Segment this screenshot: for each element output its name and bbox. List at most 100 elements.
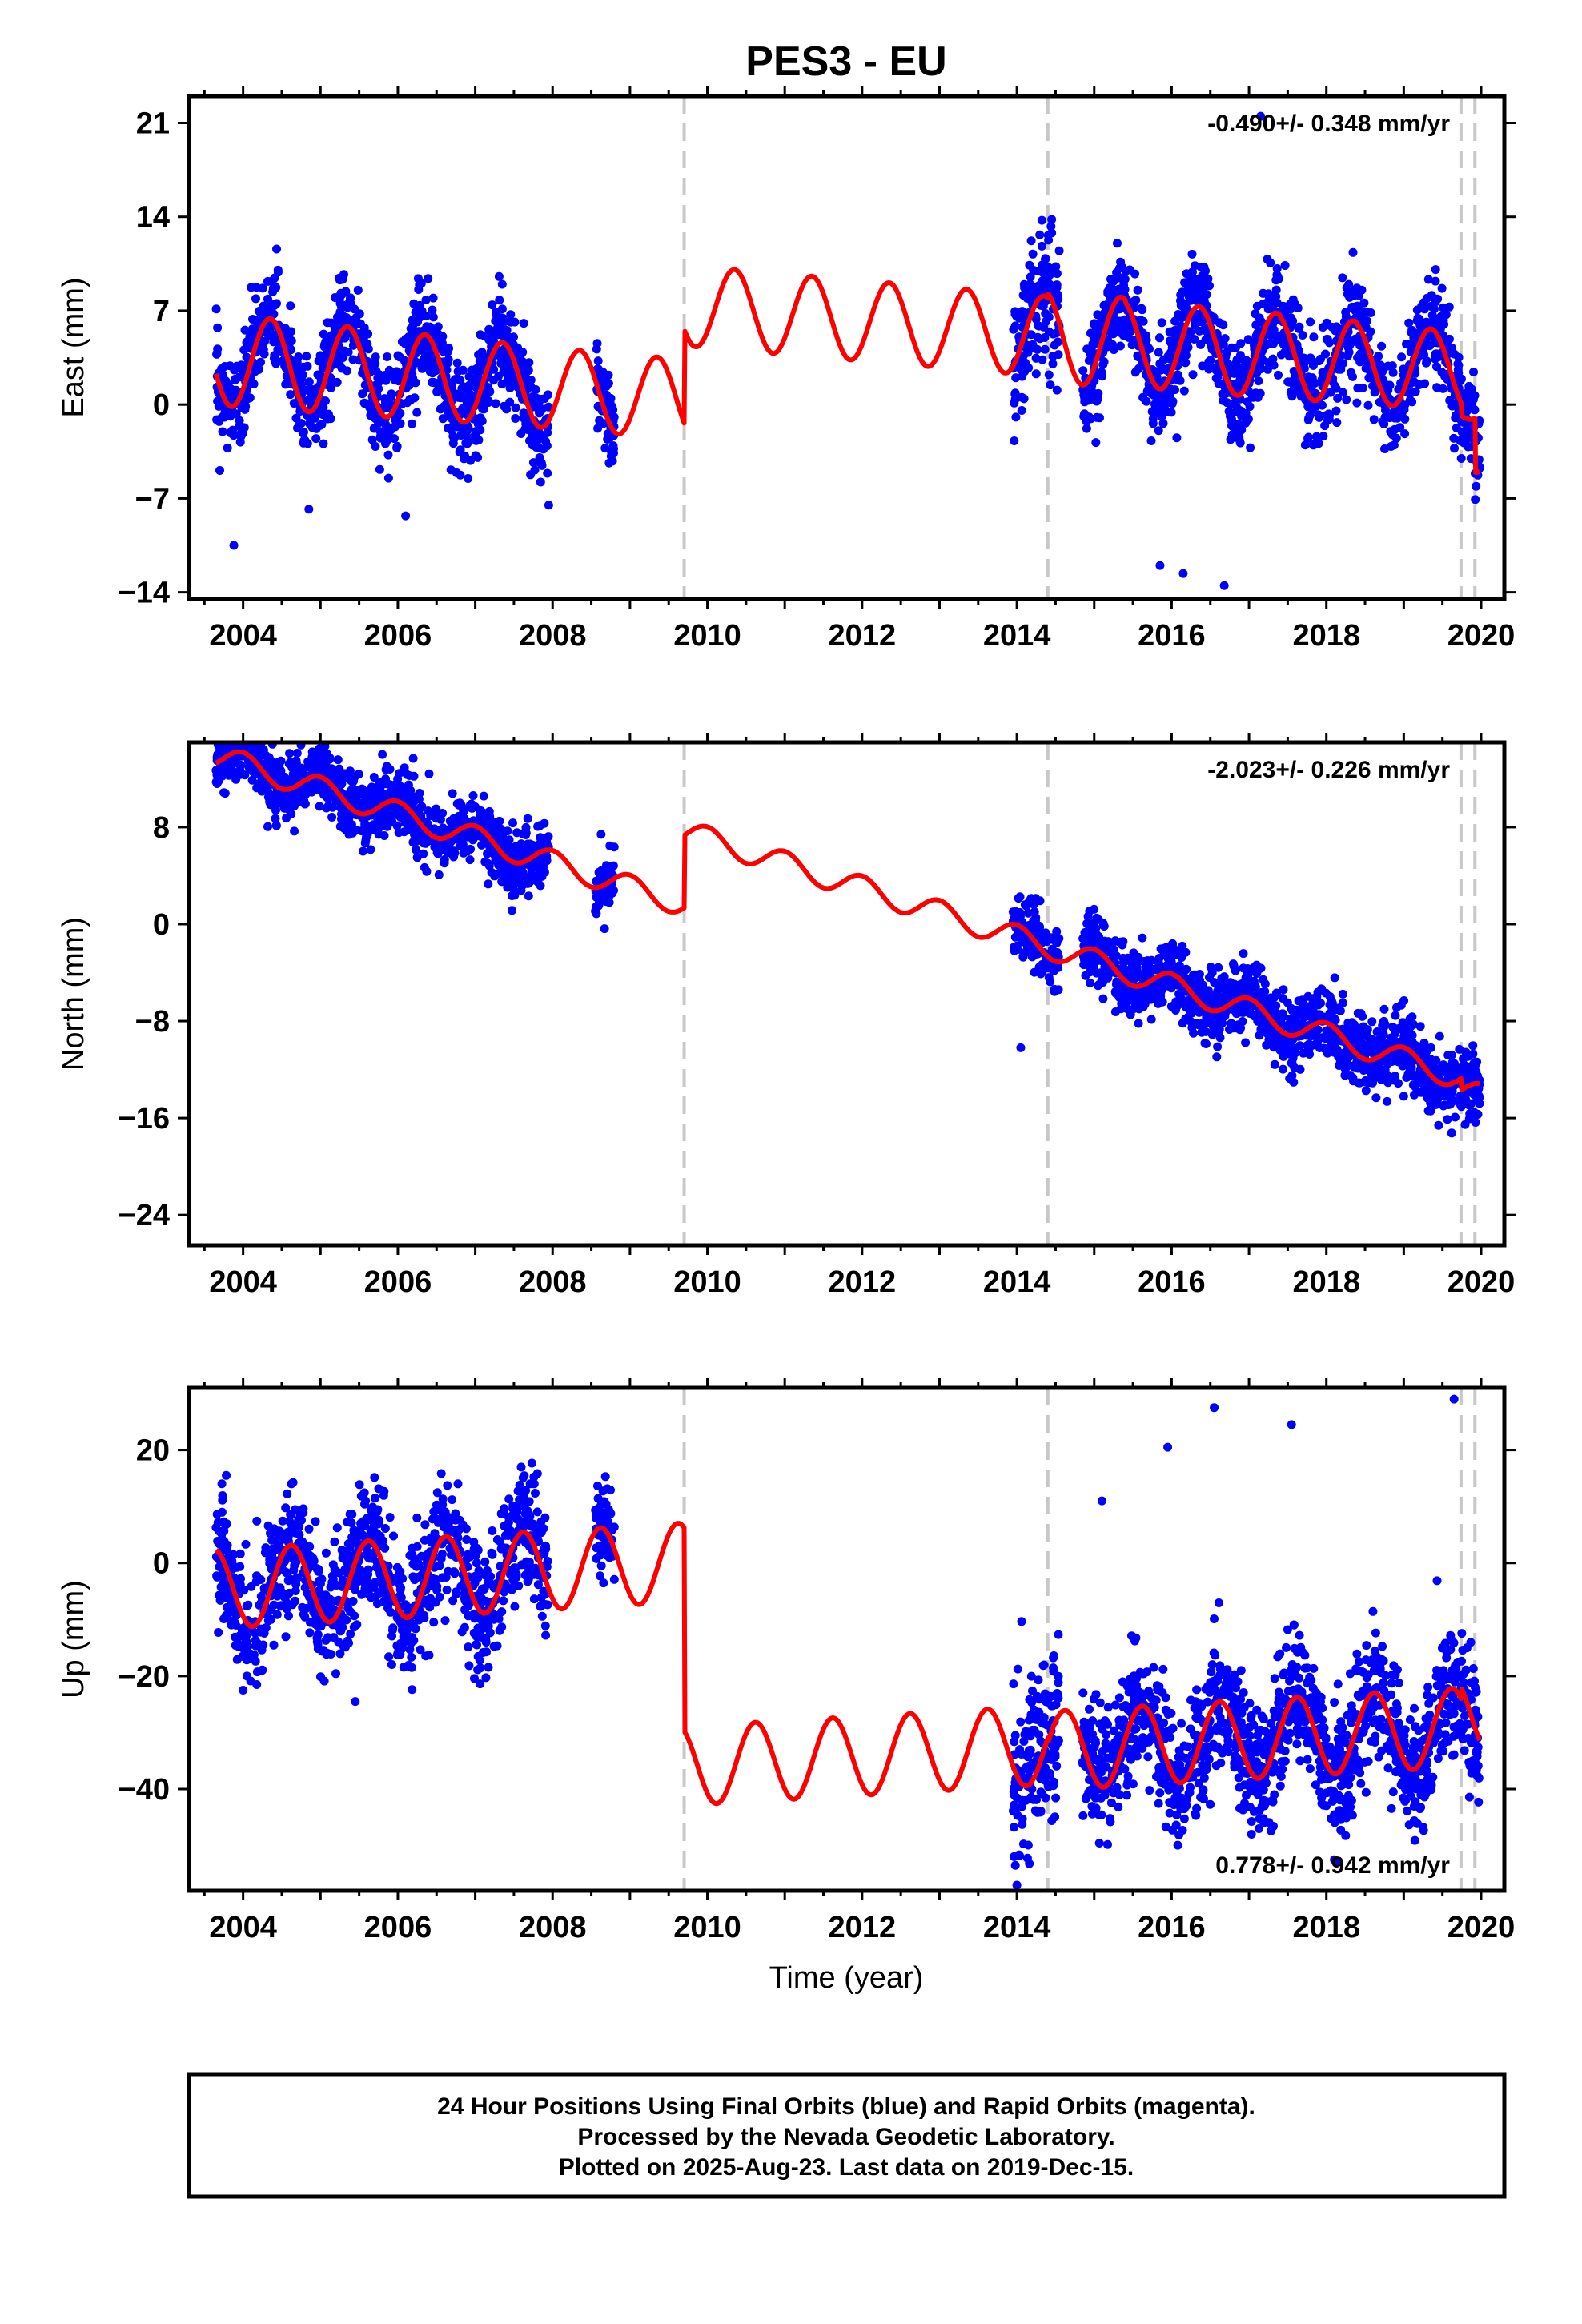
north-data-point — [421, 838, 431, 848]
east-data-point — [1099, 300, 1109, 310]
east-data-point — [1423, 275, 1433, 284]
north-data-point — [343, 825, 352, 834]
east-data-point — [1397, 352, 1407, 362]
east-data-point — [307, 414, 315, 424]
east-data-point — [211, 304, 221, 314]
east-data-point — [1138, 316, 1148, 326]
east-data-point — [258, 283, 267, 293]
north-data-point — [369, 773, 379, 782]
north-data-point — [422, 866, 432, 876]
east-data-point — [495, 296, 504, 305]
north-data-point — [408, 754, 418, 763]
east-data-point — [1263, 255, 1272, 264]
east-data-point — [1138, 392, 1148, 402]
east-data-point — [1299, 364, 1309, 373]
east-data-point — [1113, 239, 1122, 248]
north-data-point — [343, 810, 353, 820]
north-data-point — [532, 858, 542, 867]
east-outlier-point — [401, 511, 411, 521]
east-data-point — [1380, 412, 1390, 422]
east-y-tick-label: −14 — [118, 577, 170, 610]
north-data-point — [592, 876, 601, 886]
east-outlier-point — [1219, 581, 1229, 590]
east-data-point — [1080, 393, 1090, 403]
east-data-point — [327, 335, 335, 344]
east-data-point — [1167, 343, 1177, 352]
north-data-point — [540, 867, 549, 877]
east-data-point — [497, 380, 507, 389]
north-data-point — [434, 870, 444, 879]
north-data-point — [1085, 907, 1094, 916]
north-data-point — [359, 802, 368, 812]
north-data-point — [379, 831, 389, 840]
north-data-point — [1338, 989, 1347, 999]
north-data-point — [448, 789, 457, 798]
east-data-point — [1251, 320, 1261, 330]
east-data-point — [286, 390, 295, 400]
east-data-point — [1267, 324, 1276, 334]
east-data-point — [1198, 361, 1207, 371]
east-data-point — [1432, 383, 1442, 392]
north-data-point — [271, 821, 281, 830]
east-data-point — [1437, 283, 1447, 293]
east-data-point — [1341, 308, 1351, 317]
east-data-point — [1118, 331, 1128, 340]
north-data-point — [408, 794, 417, 803]
east-data-point — [1400, 414, 1410, 424]
north-data-points — [211, 742, 1484, 1138]
east-data-point — [1154, 426, 1163, 436]
east-data-point — [1035, 230, 1045, 239]
east-data-point — [350, 304, 359, 314]
east-data-point — [1147, 407, 1157, 416]
east-data-point — [1374, 352, 1383, 361]
east-data-point — [1303, 402, 1313, 412]
east-data-point — [367, 435, 377, 444]
east-data-point — [1142, 387, 1152, 396]
east-outlier-point — [304, 505, 314, 514]
east-data-point — [476, 413, 485, 423]
east-outlier-point — [1047, 215, 1057, 224]
east-data-point — [1024, 363, 1034, 372]
east-data-point — [599, 419, 608, 428]
north-data-point — [1213, 1042, 1223, 1051]
east-data-point — [1048, 352, 1058, 361]
east-data-point — [1018, 307, 1027, 316]
north-data-point — [608, 861, 618, 870]
east-data-point — [1331, 384, 1341, 393]
east-data-point — [1380, 444, 1389, 453]
east-data-point — [430, 378, 440, 388]
east-data-point — [1263, 289, 1273, 299]
east-data-point — [1215, 318, 1224, 328]
east-data-point — [1331, 326, 1340, 336]
east-data-point — [1201, 275, 1211, 284]
north-data-point — [360, 820, 370, 830]
east-data-point — [213, 323, 223, 332]
north-data-point — [596, 866, 606, 875]
east-data-point — [319, 439, 328, 448]
east-data-point — [348, 355, 358, 364]
east-data-point — [381, 420, 391, 429]
east-data-point — [1018, 351, 1028, 360]
east-data-point — [1223, 360, 1233, 370]
east-data-point — [1158, 419, 1168, 428]
east-data-point — [425, 322, 435, 332]
east-data-point — [453, 367, 463, 376]
east-data-point — [521, 368, 531, 377]
east-data-point — [1379, 420, 1389, 428]
east-data-point — [1224, 407, 1234, 416]
east-data-point — [419, 339, 428, 348]
east-data-point — [1122, 316, 1132, 325]
north-data-point — [226, 743, 235, 753]
east-data-point — [1471, 495, 1480, 505]
north-data-point — [1022, 901, 1031, 911]
north-data-point — [366, 845, 375, 854]
east-data-point — [1176, 300, 1186, 310]
east-data-point — [1285, 377, 1295, 387]
east-data-point — [1363, 400, 1373, 410]
east-data-point — [1289, 367, 1299, 376]
east-data-point — [383, 450, 393, 460]
east-data-point — [1272, 264, 1282, 273]
east-data-point — [311, 434, 321, 444]
north-data-point — [484, 806, 494, 816]
